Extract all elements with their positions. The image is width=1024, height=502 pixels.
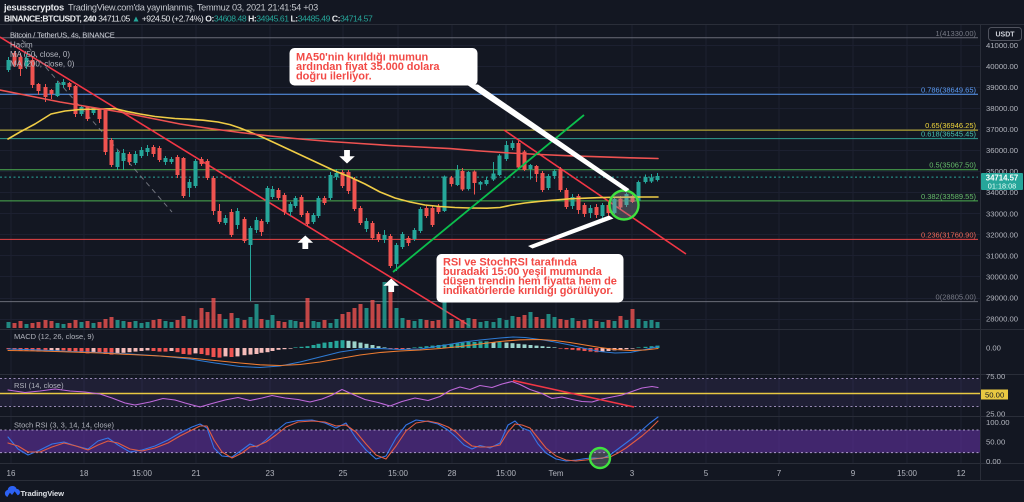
svg-text:33000.00: 33000.00 xyxy=(986,209,1018,218)
svg-text:düşen trendin hem fiyatta hem: düşen trendin hem fiyatta hem de xyxy=(443,276,617,288)
svg-text:50.00: 50.00 xyxy=(985,391,1004,400)
svg-text:MA (200, close, 0): MA (200, close, 0) xyxy=(10,60,75,69)
svg-text:25.00: 25.00 xyxy=(986,410,1005,419)
svg-text:jesusscryptos: jesusscryptos xyxy=(3,3,64,13)
svg-text:32000.00: 32000.00 xyxy=(986,230,1018,239)
svg-text:Tem: Tem xyxy=(548,469,563,478)
svg-text:Stoch RSI (3, 3, 14, 14, close: Stoch RSI (3, 3, 14, 14, close) xyxy=(14,421,115,430)
svg-text:01:18:08: 01:18:08 xyxy=(988,182,1016,191)
svg-text:38000.00: 38000.00 xyxy=(986,104,1018,113)
svg-text:34000.00: 34000.00 xyxy=(986,188,1018,197)
svg-text:15:00: 15:00 xyxy=(132,469,153,478)
svg-text:TradingView.com'da yayınlanmış: TradingView.com'da yayınlanmış, Temmuz 0… xyxy=(68,3,318,13)
svg-text:12: 12 xyxy=(957,469,966,478)
svg-text:RSI ve StochRSI tarafında: RSI ve StochRSI tarafında xyxy=(443,257,578,269)
svg-text:0(28805.00): 0(28805.00) xyxy=(936,293,977,302)
svg-text:39000.00: 39000.00 xyxy=(986,83,1018,92)
svg-text:BINANCE:BTCUSDT, 240 34711.05: BINANCE:BTCUSDT, 240 34711.05 ▲ +924.50 … xyxy=(4,14,373,24)
svg-text:15:00: 15:00 xyxy=(897,469,918,478)
svg-text:7: 7 xyxy=(777,469,782,478)
svg-text:34714.57: 34714.57 xyxy=(986,174,1019,183)
svg-text:21: 21 xyxy=(192,469,201,478)
svg-text:9: 9 xyxy=(851,469,856,478)
svg-text:0.236(31760.90): 0.236(31760.90) xyxy=(921,230,977,239)
svg-text:28: 28 xyxy=(448,469,457,478)
svg-text:TradingView: TradingView xyxy=(21,489,65,498)
svg-text:37000.00: 37000.00 xyxy=(986,125,1018,134)
svg-text:0.618(36545.45): 0.618(36545.45) xyxy=(921,130,977,139)
svg-text:15:00: 15:00 xyxy=(496,469,517,478)
svg-text:1(41330.00): 1(41330.00) xyxy=(936,29,977,38)
svg-text:0.382(33589.55): 0.382(33589.55) xyxy=(921,192,977,201)
svg-text:0.5(35067.50): 0.5(35067.50) xyxy=(929,161,976,170)
svg-text:16: 16 xyxy=(7,469,16,478)
svg-text:USDT: USDT xyxy=(995,32,1015,39)
svg-text:Bitcoin / TetherUS, 4s, BINANC: Bitcoin / TetherUS, 4s, BINANCE xyxy=(10,31,115,40)
svg-text:0.00: 0.00 xyxy=(986,457,1001,466)
svg-text:29000.00: 29000.00 xyxy=(986,294,1018,303)
svg-text:23: 23 xyxy=(266,469,275,478)
svg-text:5: 5 xyxy=(704,469,709,478)
svg-text:buradaki 15:00 yeşil mumunda: buradaki 15:00 yeşil mumunda xyxy=(443,266,603,278)
svg-text:18: 18 xyxy=(80,469,89,478)
svg-text:MACD (12, 26, close, 9): MACD (12, 26, close, 9) xyxy=(14,332,95,341)
svg-text:Hacim: Hacim xyxy=(10,41,33,50)
svg-text:15:00: 15:00 xyxy=(388,469,409,478)
svg-text:40000.00: 40000.00 xyxy=(986,62,1018,71)
svg-text:ardından fiyat 35.000 dolara: ardından fiyat 35.000 dolara xyxy=(296,61,440,73)
svg-text:30000.00: 30000.00 xyxy=(986,272,1018,281)
svg-text:3: 3 xyxy=(630,469,635,478)
svg-text:41000.00: 41000.00 xyxy=(986,41,1018,50)
svg-text:indikatörlerde kırıldığı görül: indikatörlerde kırıldığı görülüyor. xyxy=(443,285,613,297)
svg-text:MA50'nin kırıldığı mumun: MA50'nin kırıldığı mumun xyxy=(296,52,429,64)
svg-text:25: 25 xyxy=(339,469,348,478)
svg-text:doğru ilerliyor.: doğru ilerliyor. xyxy=(296,71,372,83)
svg-text:0.65(36946.25): 0.65(36946.25) xyxy=(925,121,976,130)
svg-text:0.786(38649.65): 0.786(38649.65) xyxy=(921,85,977,94)
svg-text:RSI (14, close): RSI (14, close) xyxy=(14,381,64,390)
svg-text:31000.00: 31000.00 xyxy=(986,251,1018,260)
svg-text:28000.00: 28000.00 xyxy=(986,315,1018,324)
svg-text:75.00: 75.00 xyxy=(986,372,1005,381)
svg-text:0.00: 0.00 xyxy=(986,344,1001,353)
svg-text:50.00: 50.00 xyxy=(986,438,1005,447)
svg-text:36000.00: 36000.00 xyxy=(986,146,1018,155)
svg-text:MA (50, close, 0): MA (50, close, 0) xyxy=(10,50,70,59)
svg-text:100.00: 100.00 xyxy=(986,418,1010,427)
svg-text:35000.00: 35000.00 xyxy=(986,167,1018,176)
